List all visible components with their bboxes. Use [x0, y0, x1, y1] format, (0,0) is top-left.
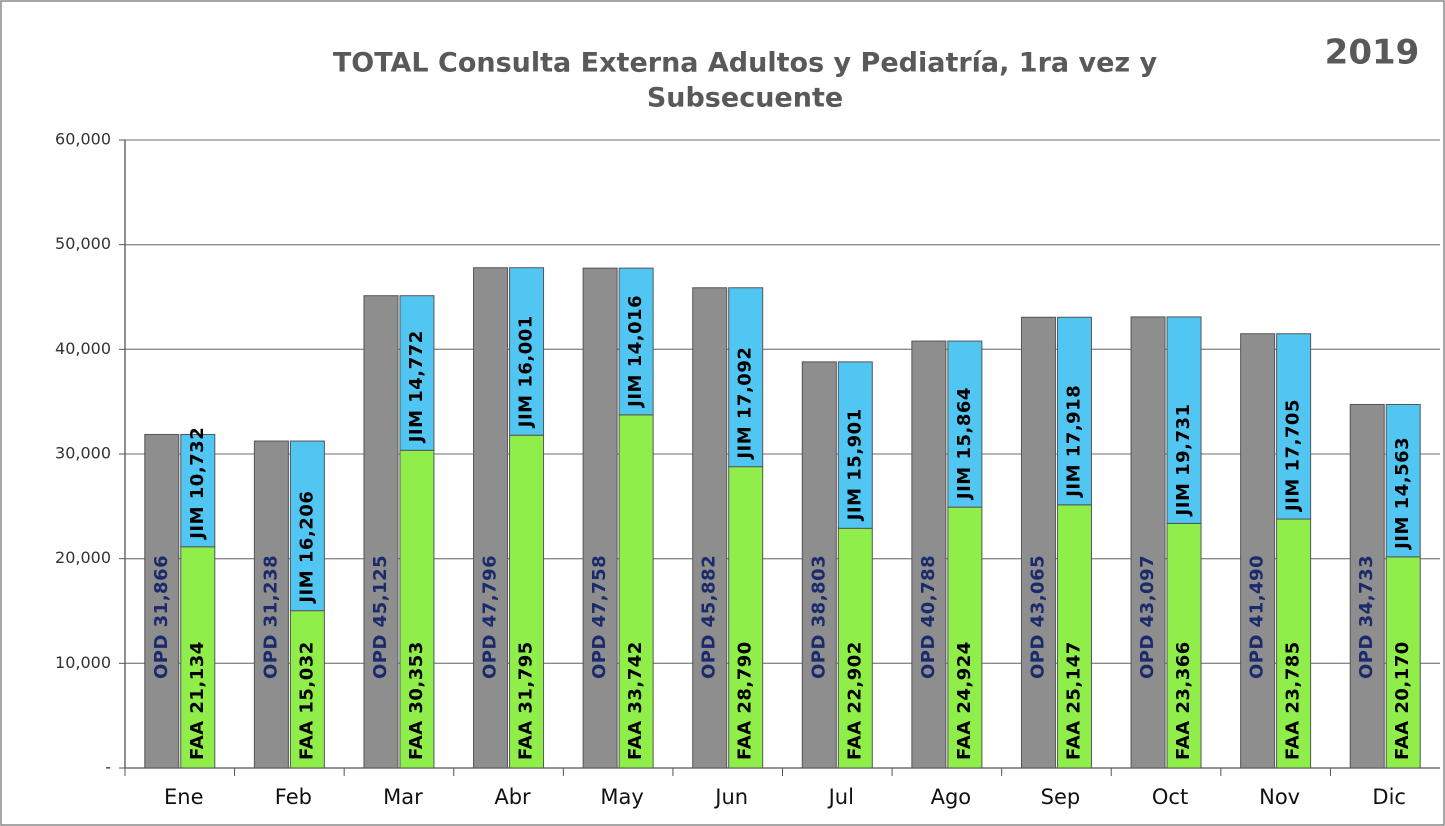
- bar-segment: [692, 287, 728, 769]
- value-label: FAA 23,785: [1283, 641, 1304, 760]
- value-label: JIM 15,864: [954, 387, 975, 501]
- value-label: JIM 14,772: [406, 330, 427, 444]
- y-tick-label: 60,000: [55, 130, 111, 149]
- value-label: OPD 41,490: [1247, 555, 1268, 679]
- bar-segment: [1130, 316, 1166, 769]
- value-label: OPD 38,803: [808, 555, 829, 679]
- bar-segment: [911, 340, 947, 769]
- year-annotation: 2019: [1325, 33, 1420, 73]
- bar-segment: [1276, 333, 1312, 520]
- y-tick-label: 10,000: [55, 653, 111, 672]
- bar-segment: [1020, 316, 1056, 769]
- bar-segment: [582, 267, 618, 769]
- bar-segment: [289, 610, 325, 769]
- y-tick-label: 30,000: [55, 444, 111, 463]
- x-tick-label: Feb: [275, 785, 312, 809]
- value-label: JIM 16,001: [516, 315, 537, 429]
- value-label: FAA 21,134: [187, 641, 208, 760]
- value-label: OPD 43,065: [1027, 555, 1048, 679]
- value-label: OPD 34,733: [1356, 555, 1377, 679]
- value-label: OPD 45,125: [370, 555, 391, 679]
- value-label: FAA 31,795: [516, 641, 537, 760]
- bar-segment: [509, 434, 545, 769]
- bar-segment: [363, 295, 399, 769]
- bar-segment: [473, 267, 509, 769]
- value-label: FAA 22,902: [844, 641, 865, 760]
- value-label: OPD 31,238: [260, 555, 281, 679]
- value-label: OPD 47,796: [480, 555, 501, 679]
- bar-segment: [618, 414, 654, 769]
- value-label: JIM 19,731: [1173, 403, 1194, 517]
- bar-segment: [728, 287, 764, 468]
- value-label: FAA 30,353: [406, 641, 427, 760]
- bar-segment: [618, 267, 654, 416]
- bar-segment: [399, 449, 435, 769]
- bar-segment: [1349, 403, 1385, 769]
- bar-segment: [728, 466, 764, 769]
- value-label: JIM 14,563: [1392, 437, 1413, 551]
- bar-segment: [1385, 403, 1421, 558]
- y-tick-label: 20,000: [55, 548, 111, 567]
- value-label: JIM 16,206: [296, 491, 317, 605]
- value-label: FAA 20,170: [1392, 641, 1413, 760]
- bar-segment: [801, 361, 837, 769]
- x-tick-label: May: [600, 785, 643, 809]
- value-label: OPD 43,097: [1137, 555, 1158, 679]
- value-label: JIM 10,732: [187, 427, 208, 541]
- value-label: JIM 17,092: [735, 347, 756, 461]
- y-tick-label: 40,000: [55, 339, 111, 358]
- value-label: JIM 14,016: [625, 295, 646, 409]
- bar-segment: [1240, 333, 1276, 769]
- x-tick-label: Mar: [383, 785, 423, 809]
- value-label: JIM 17,705: [1283, 399, 1304, 513]
- value-label: OPD 40,788: [918, 555, 939, 679]
- value-label: JIM 15,901: [844, 408, 865, 522]
- value-label: FAA 25,147: [1063, 641, 1084, 760]
- bar-segment: [1166, 522, 1202, 769]
- value-label: FAA 15,032: [296, 641, 317, 760]
- bar-segment: [837, 361, 873, 529]
- x-tick-label: Ago: [931, 785, 972, 809]
- chart-title-line-2: Subsecuente: [647, 83, 843, 114]
- x-tick-label: Sep: [1041, 785, 1081, 809]
- x-tick-label: Oct: [1152, 785, 1188, 809]
- y-tick-label: -: [105, 758, 111, 777]
- value-label: FAA 33,742: [625, 641, 646, 760]
- bar-segment: [1056, 316, 1092, 506]
- value-label: FAA 28,790: [735, 641, 756, 760]
- bar-segment: [144, 433, 180, 769]
- bar-segment: [253, 440, 289, 769]
- value-label: OPD 47,758: [589, 555, 610, 679]
- value-label: JIM 17,918: [1063, 385, 1084, 499]
- bar-segment: [180, 546, 216, 769]
- x-tick-label: Abr: [494, 785, 531, 809]
- bar-segment: [947, 340, 983, 508]
- x-tick-label: Nov: [1259, 785, 1300, 809]
- value-label: FAA 24,924: [954, 641, 975, 760]
- bar-segment: [399, 295, 435, 451]
- value-label: OPD 31,866: [151, 555, 172, 679]
- bar-segment: [1166, 316, 1202, 524]
- y-tick-label: 50,000: [55, 234, 111, 253]
- value-label: OPD 45,882: [699, 555, 720, 679]
- bar-segment: [837, 527, 873, 769]
- bar-segment: [180, 433, 216, 548]
- x-tick-label: Ene: [164, 785, 204, 809]
- chart-title: TOTAL Consulta Externa Adultos y Pediatr…: [333, 48, 1158, 79]
- x-tick-label: Dic: [1372, 785, 1406, 809]
- x-tick-label: Jul: [827, 785, 854, 809]
- value-label: FAA 23,366: [1173, 641, 1194, 760]
- x-tick-label: Jun: [713, 785, 748, 809]
- bar-segment: [509, 267, 545, 436]
- bar-segment: [947, 506, 983, 769]
- bar-segment: [289, 440, 325, 612]
- bar-segment: [1056, 504, 1092, 769]
